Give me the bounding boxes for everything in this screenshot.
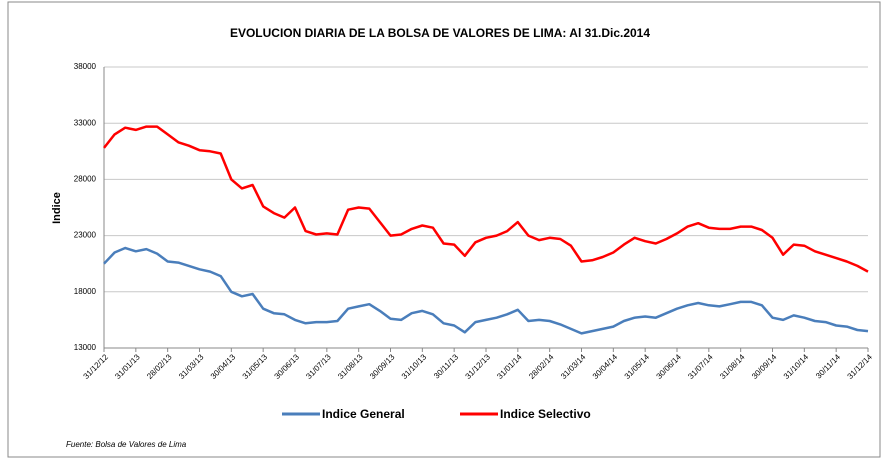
source-note: Fuente: Bolsa de Valores de Lima xyxy=(66,440,187,449)
series-line xyxy=(103,246,869,335)
chart-frame xyxy=(7,1,881,458)
x-tick-label: 31/12/12 xyxy=(82,352,111,381)
y-tick-label: 33000 xyxy=(74,118,97,127)
x-tick-label: 31/12/14 xyxy=(846,352,875,381)
chart-title: EVOLUCION DIARIA DE LA BOLSA DE VALORES … xyxy=(230,26,650,40)
x-tick-label: 30/11/13 xyxy=(432,352,460,380)
x-tick-label: 28/02/14 xyxy=(527,352,556,381)
y-tick-label: 28000 xyxy=(74,175,97,184)
legend-label: Indice General xyxy=(322,407,405,421)
y-tick-label: 18000 xyxy=(74,287,97,296)
y-axis-label: Indice xyxy=(51,192,63,224)
x-tick-label: 31/03/13 xyxy=(177,352,206,381)
x-tick-label: 30/09/14 xyxy=(750,352,779,381)
y-tick-label: 13000 xyxy=(74,343,97,352)
x-tick-label: 31/10/13 xyxy=(400,352,429,381)
x-tick-label: 31/08/14 xyxy=(718,352,747,381)
x-tick-label: 31/05/14 xyxy=(623,352,652,381)
x-tick-label: 31/07/13 xyxy=(304,352,333,381)
series-line xyxy=(103,125,869,273)
x-tick-label: 31/08/13 xyxy=(336,352,365,381)
y-tick-label: 38000 xyxy=(74,62,97,71)
y-tick-label: 23000 xyxy=(74,231,97,240)
x-tick-label: 31/03/14 xyxy=(559,352,588,381)
x-tick-label: 31/01/14 xyxy=(495,352,524,381)
x-tick-label: 31/01/13 xyxy=(113,352,142,381)
x-tick-label: 31/12/13 xyxy=(464,352,493,381)
x-tick-label: 30/04/13 xyxy=(209,352,238,381)
x-tick-label: 30/11/14 xyxy=(814,352,842,380)
x-tick-label: 30/06/13 xyxy=(273,352,302,381)
x-tick-label: 28/02/13 xyxy=(145,352,174,381)
x-tick-label: 30/06/14 xyxy=(655,352,684,381)
x-tick-label: 30/09/13 xyxy=(368,352,397,381)
x-tick-label: 30/04/14 xyxy=(591,352,620,381)
x-tick-label: 31/05/13 xyxy=(241,352,270,381)
legend-label: Indice Selectivo xyxy=(500,407,591,421)
x-tick-label: 31/07/14 xyxy=(686,352,715,381)
x-tick-label: 31/10/14 xyxy=(782,352,811,381)
